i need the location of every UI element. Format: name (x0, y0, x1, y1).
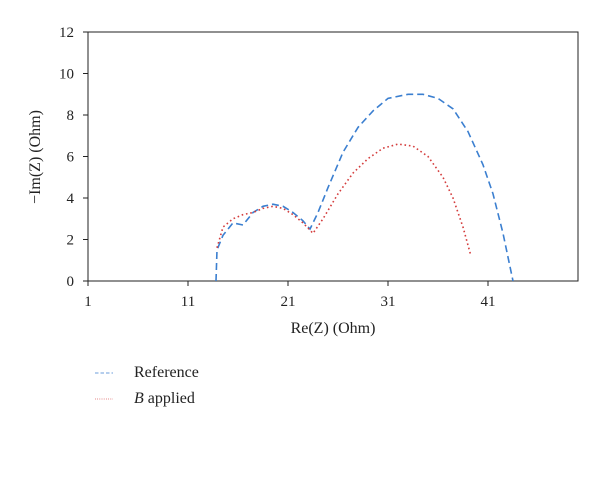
series-line-b-applied (216, 143, 472, 257)
legend: Reference B applied (86, 360, 199, 412)
legend-swatch-reference (95, 372, 113, 374)
y-axis-label: −Im(Z) (Ohm) (27, 110, 44, 204)
legend-label-reference: Reference (134, 364, 199, 381)
y-tick-label: 2 (67, 233, 75, 249)
x-tick-label: 31 (381, 294, 396, 310)
y-tick-label: 12 (59, 25, 74, 41)
series-line-reference (215, 93, 514, 282)
y-tick-label: 10 (59, 67, 74, 83)
plot-area (87, 31, 579, 282)
legend-label-b-rest: applied (143, 390, 195, 407)
y-tick-label: 8 (67, 108, 75, 124)
y-tick-label: 6 (67, 150, 75, 166)
x-tick-label: 11 (181, 294, 195, 310)
x-axis-label: Re(Z) (Ohm) (291, 320, 376, 337)
y-tick-label: 4 (67, 191, 75, 207)
series-layer (215, 93, 514, 282)
plot-frame (87, 31, 579, 282)
x-tick-label: 1 (84, 294, 92, 310)
legend-item-reference: Reference (86, 360, 199, 386)
x-tick-label: 21 (281, 294, 296, 310)
legend-label-b-italic: B (134, 390, 144, 407)
legend-label-b-applied: B applied (134, 390, 195, 408)
y-tick-label: 0 (67, 274, 75, 290)
x-tick-label: 41 (481, 294, 496, 310)
legend-swatch-b-applied (95, 398, 113, 400)
legend-item-b-applied: B applied (86, 386, 199, 412)
